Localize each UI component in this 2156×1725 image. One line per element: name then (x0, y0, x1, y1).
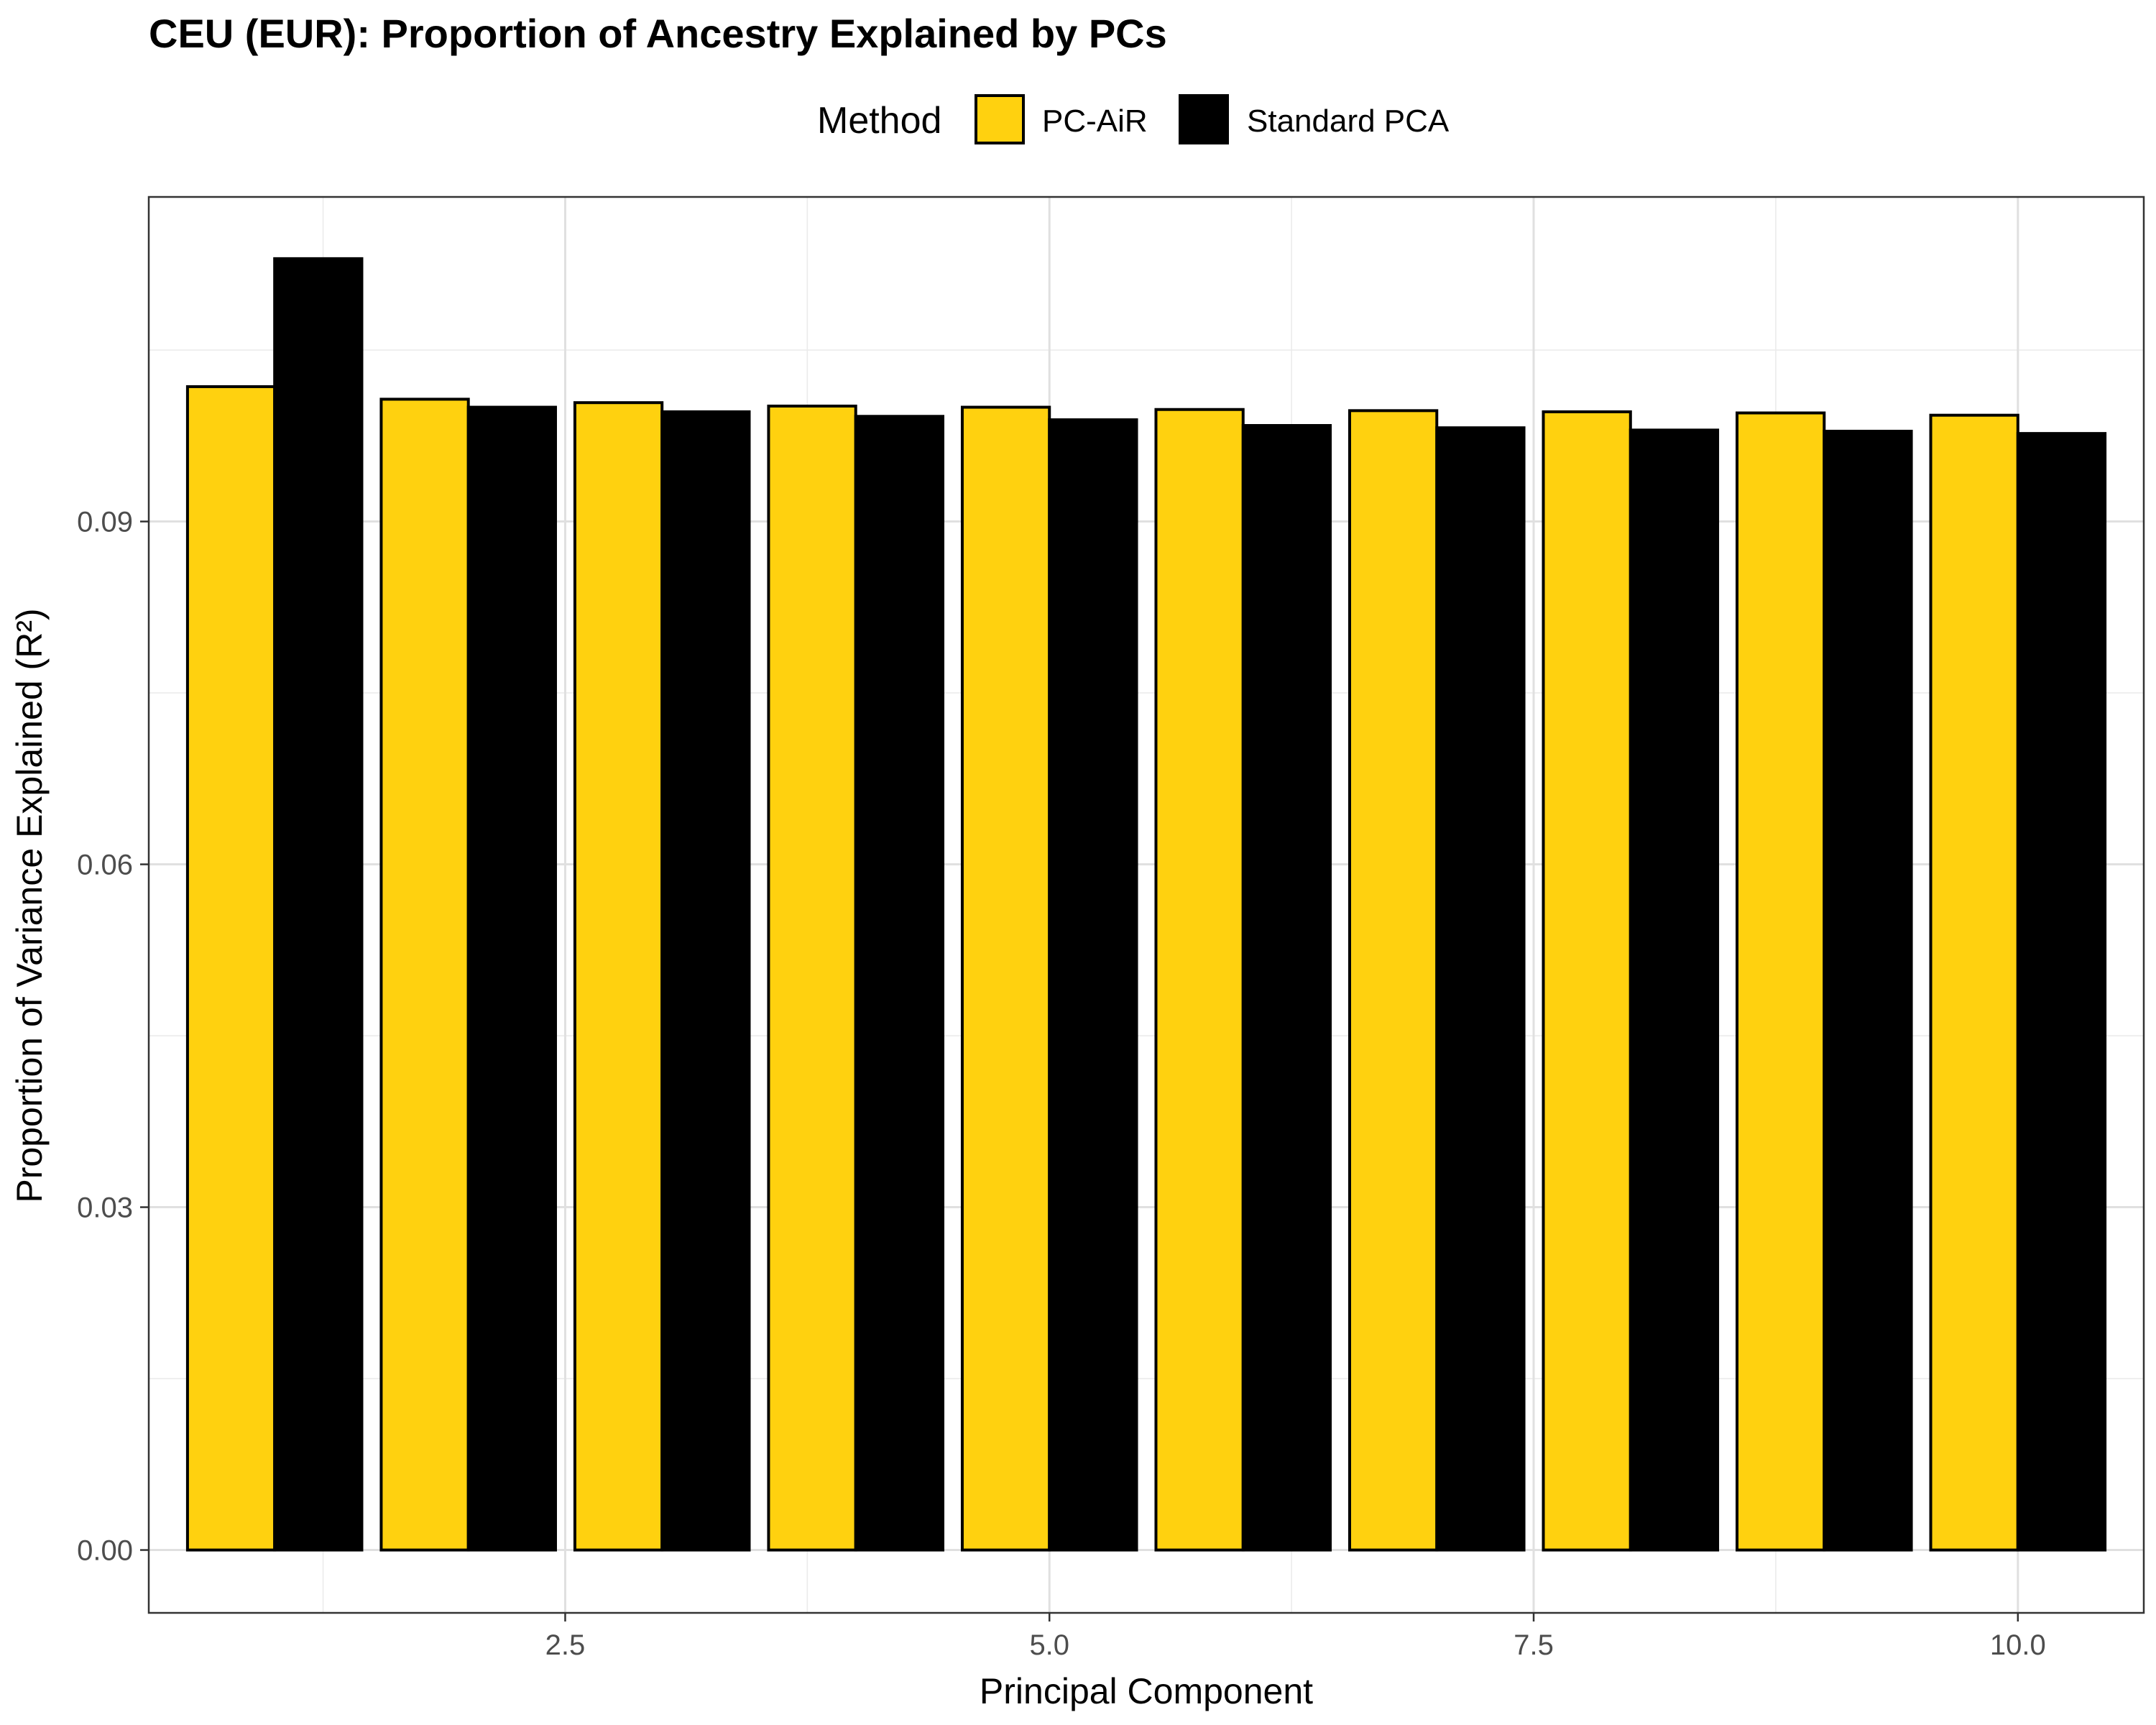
x-axis-title: Principal Component (980, 1671, 1313, 1711)
bar-pc-air-pc10 (1929, 413, 2019, 1552)
bar-pc-air-pc1 (185, 385, 277, 1552)
x-axis: 2.5 5.0 7.5 10.0 (545, 1613, 2046, 1661)
bar-standard-pca-pc4 (854, 415, 945, 1552)
bars (185, 257, 2107, 1552)
x-tick-label: 10.0 (1990, 1629, 2046, 1661)
plot-area (147, 196, 2145, 1614)
bar-pc-air-pc7 (1348, 409, 1439, 1552)
x-tick-label: 5.0 (1029, 1629, 1069, 1661)
y-tick-label: 0.03 (77, 1192, 133, 1224)
y-tick-label: 0.00 (77, 1535, 133, 1567)
bar-pc-air-pc2 (379, 397, 470, 1552)
legend-label-pc-air: PC-AiR (1042, 104, 1148, 139)
y-axis: 0.00 0.03 0.06 0.09 (77, 507, 149, 1567)
bar-standard-pca-pc5 (1048, 418, 1138, 1552)
bar-pc-air-pc8 (1542, 410, 1632, 1552)
bar-standard-pca-pc6 (1241, 423, 1332, 1552)
y-tick-label: 0.09 (77, 507, 133, 538)
bar-standard-pca-pc10 (2016, 432, 2107, 1552)
bar-standard-pca-pc9 (1823, 429, 1913, 1552)
bar-pc-air-pc3 (573, 401, 664, 1552)
legend-swatch-pc-air (975, 94, 1025, 144)
bar-standard-pca-pc7 (1435, 426, 1526, 1552)
x-tick-label: 7.5 (1514, 1629, 1554, 1661)
y-tick-label: 0.06 (77, 850, 133, 881)
bar-standard-pca-pc2 (466, 405, 557, 1552)
x-tick-label: 2.5 (545, 1629, 586, 1661)
plot-border (147, 196, 2145, 1614)
bar-standard-pca-pc8 (1628, 428, 1720, 1552)
bar-pc-air-pc4 (767, 404, 857, 1552)
legend-label-standard-pca: Standard PCA (1247, 104, 1450, 139)
bar-pc-air-pc9 (1736, 411, 1826, 1552)
bar-standard-pca-pc1 (273, 257, 364, 1552)
chart-title: CEU (EUR): Proportion of Ancestry Explai… (149, 11, 1167, 56)
legend-swatch-standard-pca (1179, 94, 1229, 144)
legend: Method PC-AiR Standard PCA (817, 94, 1450, 144)
bar-standard-pca-pc3 (660, 410, 751, 1552)
bar-pc-air-pc5 (960, 405, 1051, 1552)
y-axis-title: Proportion of Variance Explained (R²) (9, 608, 50, 1202)
bar-pc-air-pc6 (1154, 408, 1245, 1552)
legend-title: Method (817, 100, 941, 142)
